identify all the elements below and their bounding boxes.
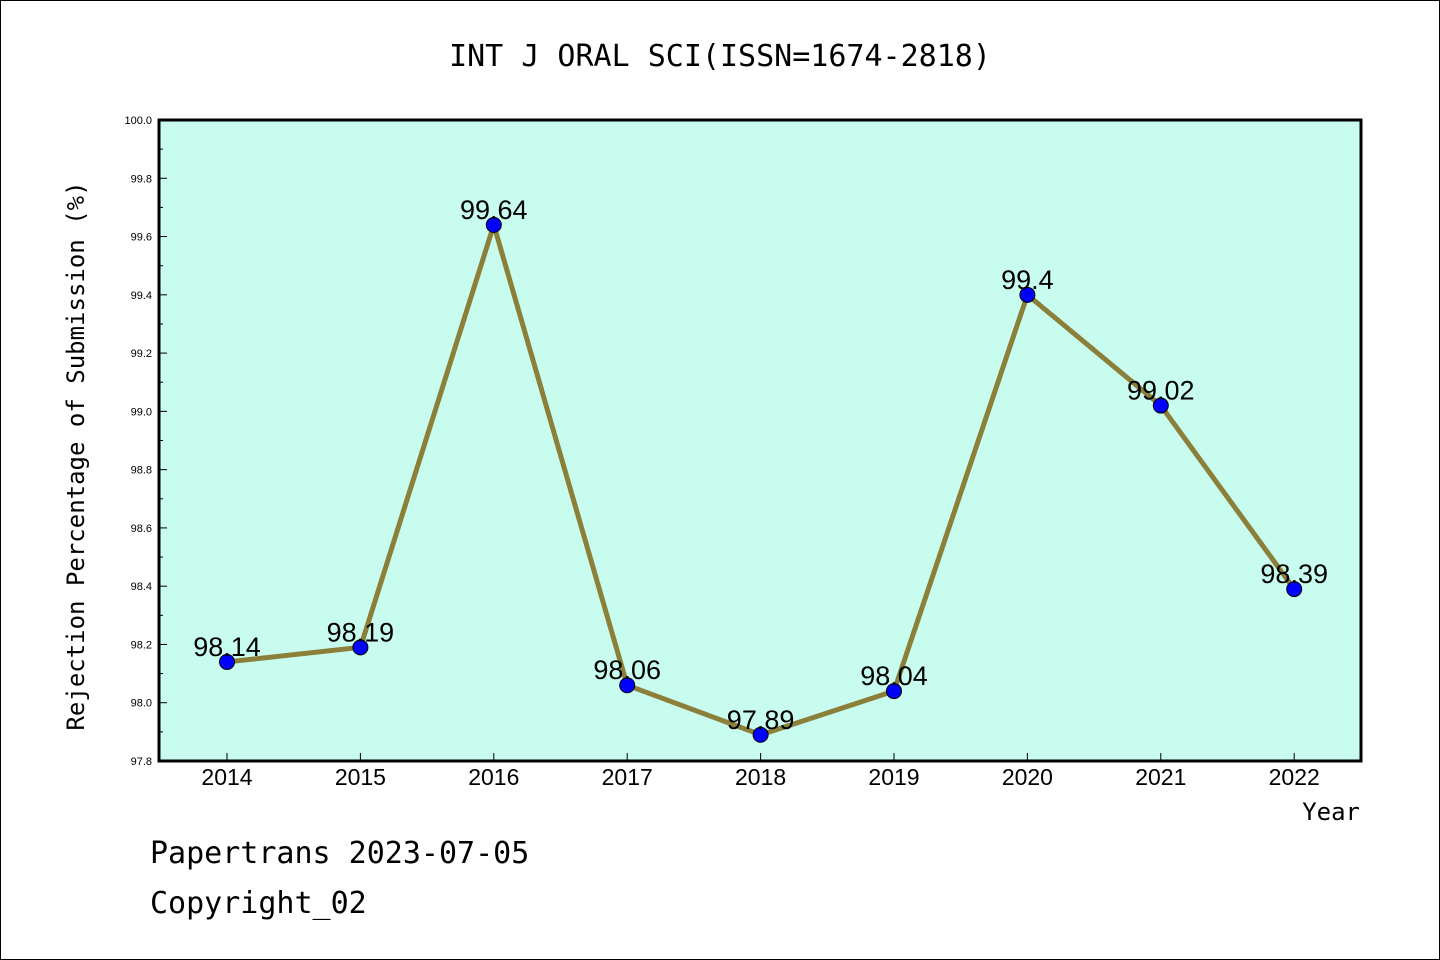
x-tick-label: 2021 — [1135, 764, 1186, 790]
data-label: 98.14 — [193, 632, 261, 662]
x-axis: 2014 2015 2016 2017 2018 2019 2020 2021 2022 — [201, 753, 1320, 790]
y-axis: 97.8 98.0 98.2 98.4 98.6 98.8 99.0 99.2 99.4 99.6… — [124, 115, 167, 768]
x-tick-label: 2022 — [1269, 764, 1320, 790]
y-tick-label: 98.4 — [131, 581, 152, 593]
data-point — [886, 683, 902, 700]
data-point — [485, 216, 502, 233]
chart-title: INT J ORAL SCI(ISSN=1674-2818) — [449, 39, 991, 74]
x-tick-label: 2020 — [1002, 764, 1053, 790]
y-tick-label: 99.6 — [131, 232, 152, 244]
y-tick-label: 98.0 — [131, 698, 152, 710]
data-label: 98.04 — [860, 661, 928, 691]
data-label: 99.02 — [1127, 376, 1195, 406]
y-tick-label: 99.0 — [131, 406, 152, 418]
x-tick-label: 2016 — [468, 764, 519, 790]
y-tick-label: 97.8 — [131, 756, 152, 768]
y-tick-label: 98.8 — [131, 465, 152, 477]
data-series — [219, 216, 1303, 743]
x-tick-label: 2014 — [201, 764, 252, 790]
x-axis-label: Year — [1302, 798, 1360, 826]
data-point — [1286, 581, 1303, 598]
y-tick-label: 99.8 — [131, 173, 152, 185]
y-tick-label: 98.2 — [131, 639, 152, 651]
data-point — [1019, 286, 1036, 303]
x-tick-label: 2015 — [335, 764, 386, 790]
y-tick-label: 98.6 — [131, 523, 152, 535]
plot-area — [157, 118, 1363, 763]
data-point — [1152, 397, 1169, 414]
data-label: 99.64 — [460, 195, 528, 225]
data-label: 98.19 — [327, 617, 395, 647]
y-axis-label: Rejection Percentage of Submission (%) — [62, 181, 90, 730]
data-label: 98.06 — [593, 655, 661, 685]
data-point — [619, 677, 636, 694]
x-tick-label: 2017 — [602, 764, 653, 790]
data-point — [219, 653, 235, 670]
data-label: 99.4 — [1001, 265, 1054, 295]
data-point — [352, 639, 369, 656]
footer-copyright: Copyright_02 — [150, 886, 367, 921]
x-tick-label: 2019 — [868, 764, 919, 790]
data-labels: 98.14 98.19 99.64 98.06 97.89 98.04 99.4 99.02 9… — [193, 195, 1328, 735]
y-tick-label: 99.2 — [131, 348, 152, 360]
data-label: 98.39 — [1260, 559, 1328, 589]
y-tick-label: 99.4 — [131, 290, 152, 302]
data-point — [752, 726, 769, 743]
y-tick-label: 100.0 — [124, 115, 152, 127]
data-label: 97.89 — [727, 705, 795, 735]
footer-source: Papertrans 2023-07-05 — [150, 836, 530, 871]
x-tick-label: 2018 — [735, 764, 786, 790]
